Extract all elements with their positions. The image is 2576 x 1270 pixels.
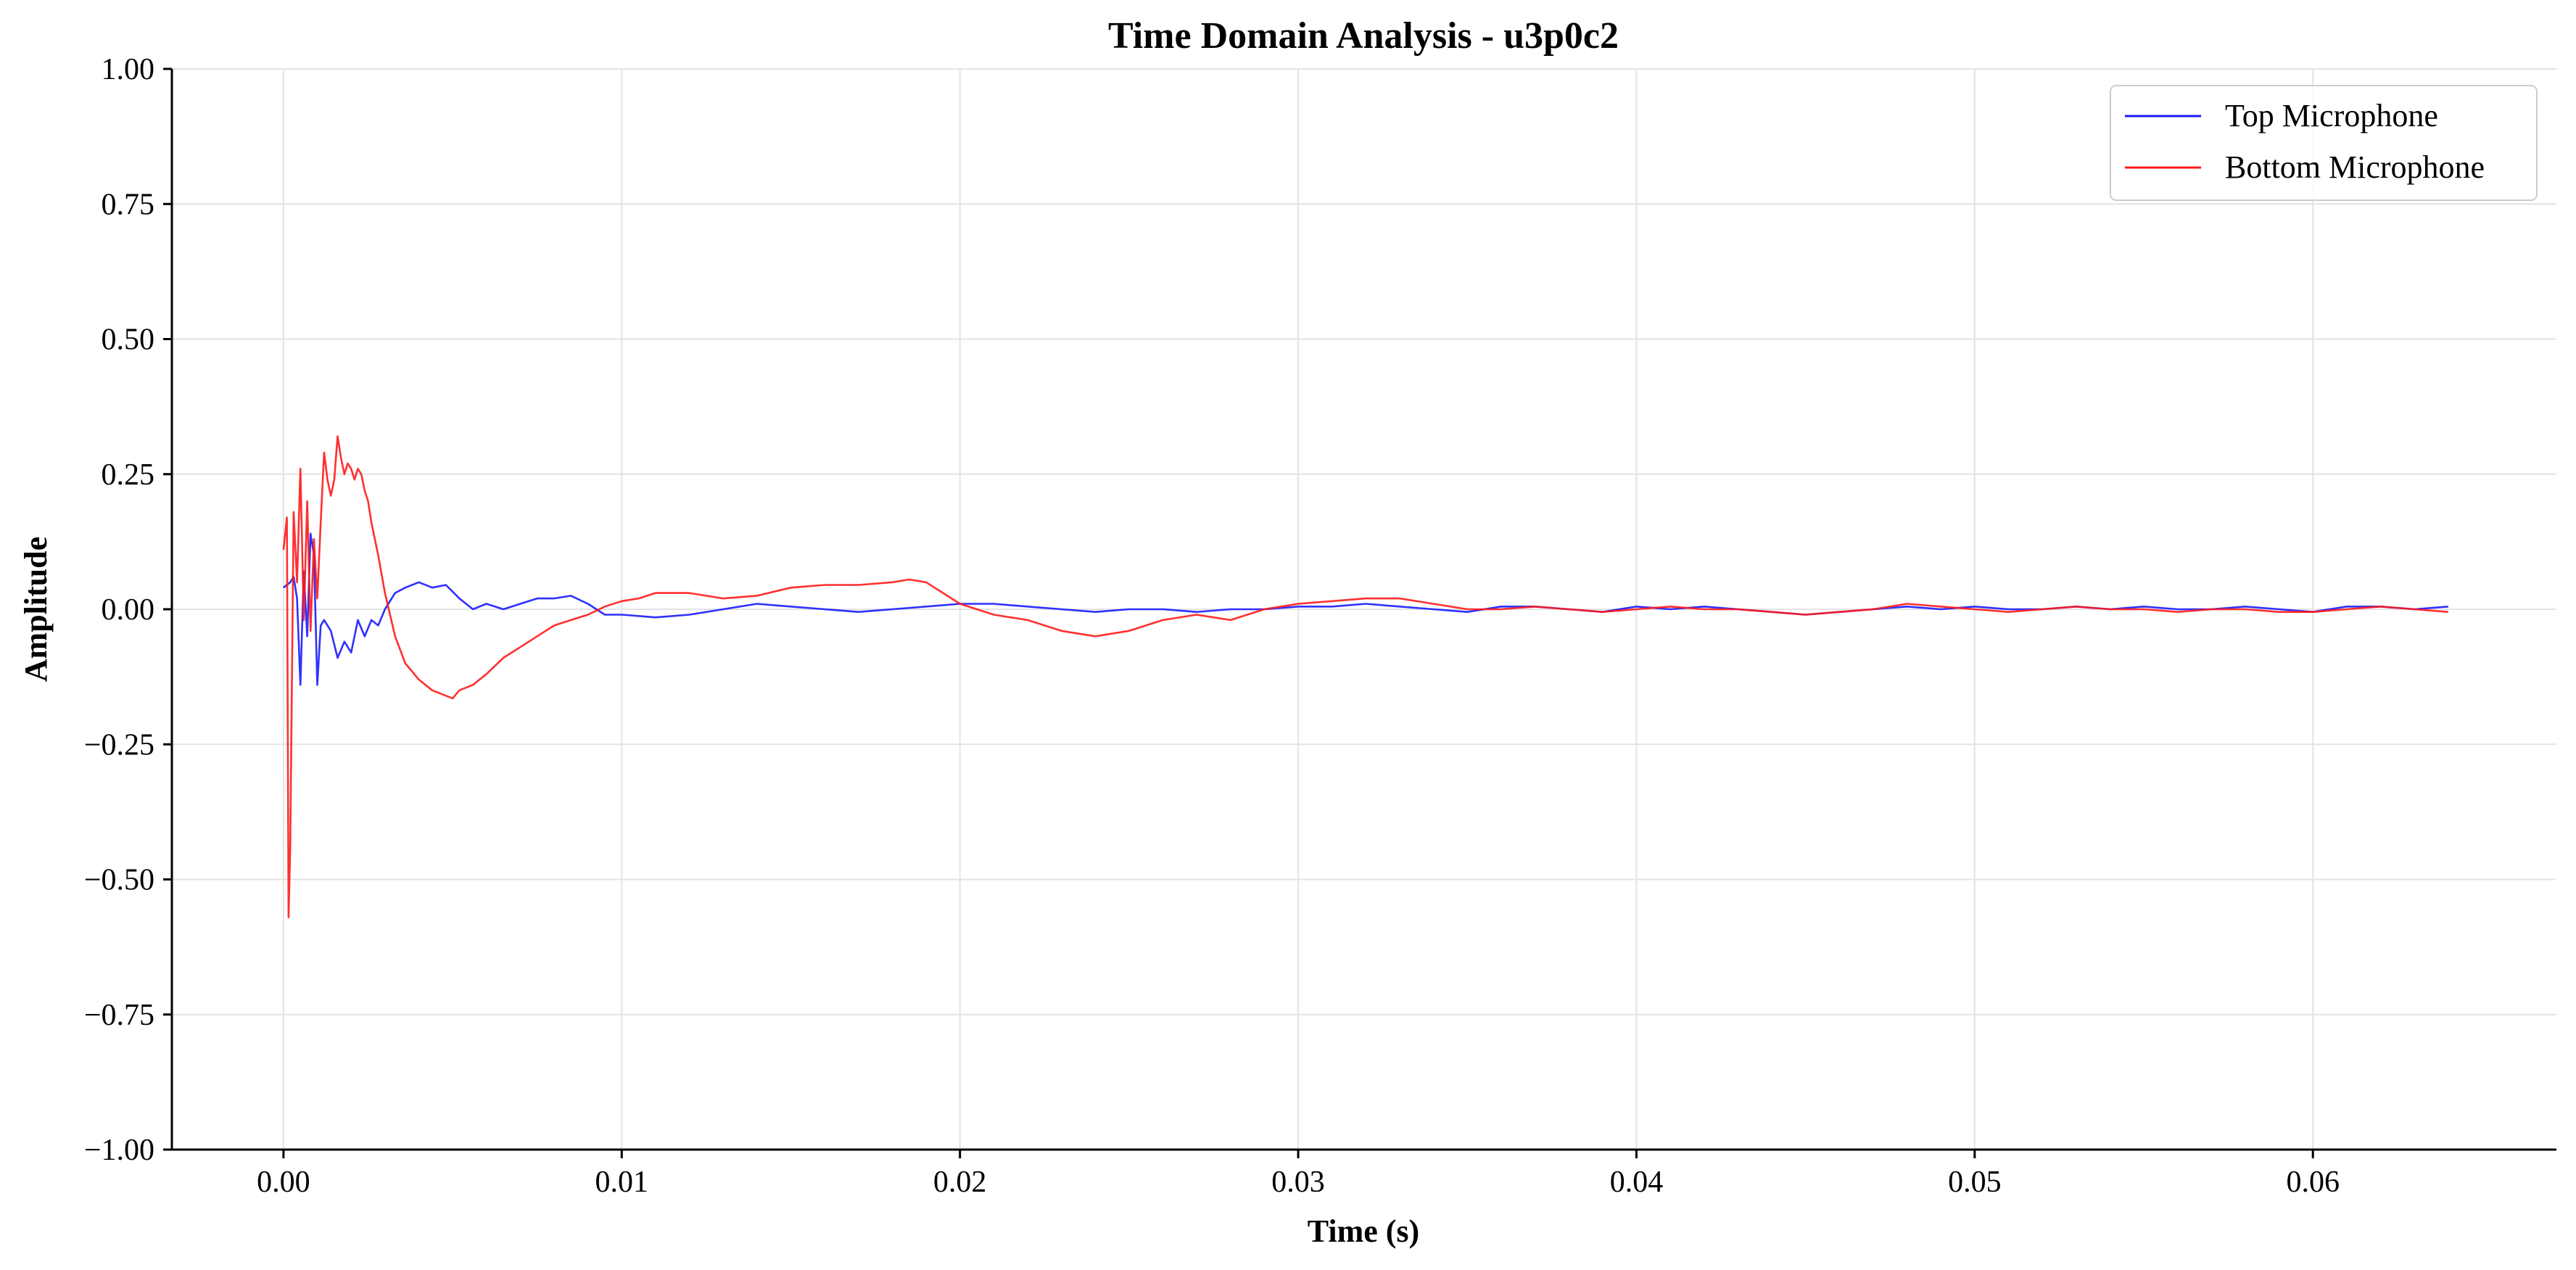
y-tick-label: −1.00 — [84, 1134, 154, 1167]
series-line-top-microphone — [283, 532, 2448, 686]
x-tick-label: 0.03 — [1271, 1166, 1325, 1199]
series-lines — [282, 435, 2448, 918]
chart-title: Time Domain Analysis - u3p0c2 — [1108, 15, 1619, 57]
y-tick-label: 0.75 — [102, 188, 155, 221]
y-tick-label: −0.50 — [84, 864, 154, 897]
y-tick-label: 0.25 — [102, 458, 155, 492]
x-tick-label: 0.06 — [2286, 1166, 2340, 1199]
legend-box — [2110, 85, 2538, 201]
grid — [172, 68, 2556, 1150]
y-tick-label: 0.50 — [102, 323, 155, 357]
legend-label-bottom-microphone: Bottom Microphone — [2225, 149, 2485, 185]
y-axis-label: Amplitude — [18, 537, 54, 682]
legend: Top Microphone Bottom Microphone — [2110, 85, 2538, 201]
y-tick-label: 1.00 — [102, 53, 155, 86]
y-tick-label: −0.75 — [84, 999, 154, 1032]
x-tick-label: 0.00 — [257, 1166, 310, 1199]
y-tick-label: −0.25 — [84, 728, 154, 762]
x-axis-label: Time (s) — [1308, 1213, 1419, 1249]
x-tick-label: 0.04 — [1610, 1166, 1664, 1199]
legend-label-top-microphone: Top Microphone — [2225, 98, 2438, 133]
x-tick-label: 0.02 — [933, 1166, 987, 1199]
tick-labels: 0.00 0.01 0.02 0.03 0.04 0.05 0.06 1.00 0.75 0.50… — [84, 53, 2340, 1199]
x-tick-label: 0.05 — [1948, 1166, 2002, 1199]
series-line-bottom-microphone — [282, 435, 2448, 918]
x-tick-label: 0.01 — [595, 1166, 649, 1199]
y-tick-label: 0.00 — [102, 593, 155, 627]
